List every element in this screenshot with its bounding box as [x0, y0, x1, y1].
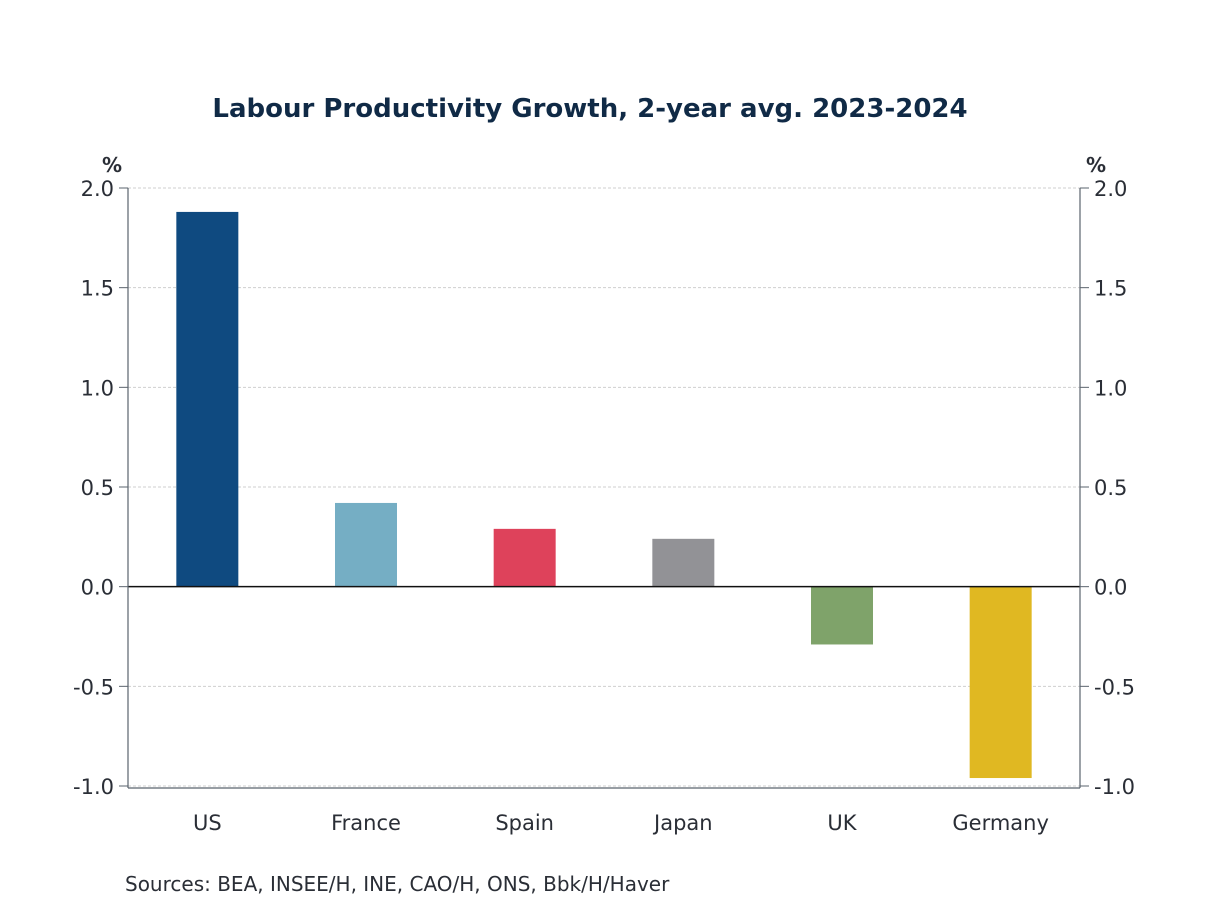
right-axis-ticks: 2.0 1.5 1.0 0.5 0.0 -0.5 -1.0 [1080, 177, 1135, 799]
category-label: US [193, 811, 222, 835]
left-tick-label: 0.5 [81, 476, 114, 500]
right-tick-label: 0.0 [1094, 576, 1127, 600]
bar-spain [493, 528, 556, 587]
right-tick-label: 1.5 [1094, 277, 1127, 301]
category-label: Spain [495, 811, 554, 835]
bar-france [335, 502, 397, 587]
left-tick-label: 0.0 [81, 576, 114, 600]
chart-title: Labour Productivity Growth, 2-year avg. … [212, 94, 967, 124]
right-tick-label: -1.0 [1094, 775, 1135, 799]
bars [176, 211, 1032, 779]
left-tick-label: 1.0 [81, 376, 114, 400]
category-label: Japan [652, 811, 713, 835]
left-tick-label: 2.0 [81, 177, 114, 201]
left-tick-label: 1.5 [81, 277, 114, 301]
right-tick-label: 1.0 [1094, 376, 1127, 400]
source-note: Sources: BEA, INSEE/H, INE, CAO/H, ONS, … [125, 872, 670, 896]
bar-japan [652, 538, 715, 587]
left-axis-ticks: 2.0 1.5 1.0 0.5 0.0 -0.5 -1.0 [73, 177, 128, 799]
right-axis-unit-label: % [1086, 153, 1106, 177]
gridlines [128, 187, 1080, 787]
bar-us [176, 211, 239, 587]
category-label: UK [827, 811, 857, 835]
bar-uk [811, 586, 873, 645]
bar-germany [969, 586, 1032, 779]
left-axis-unit-label: % [102, 153, 122, 177]
right-tick-label: 2.0 [1094, 177, 1127, 201]
axes [127, 188, 1081, 789]
right-tick-label: -0.5 [1094, 675, 1135, 699]
right-tick-label: 0.5 [1094, 476, 1127, 500]
category-labels: US France Spain Japan UK Germany [193, 811, 1049, 835]
category-label: France [331, 811, 401, 835]
left-tick-label: -0.5 [73, 675, 114, 699]
left-tick-label: -1.0 [73, 775, 114, 799]
category-label: Germany [952, 811, 1049, 835]
